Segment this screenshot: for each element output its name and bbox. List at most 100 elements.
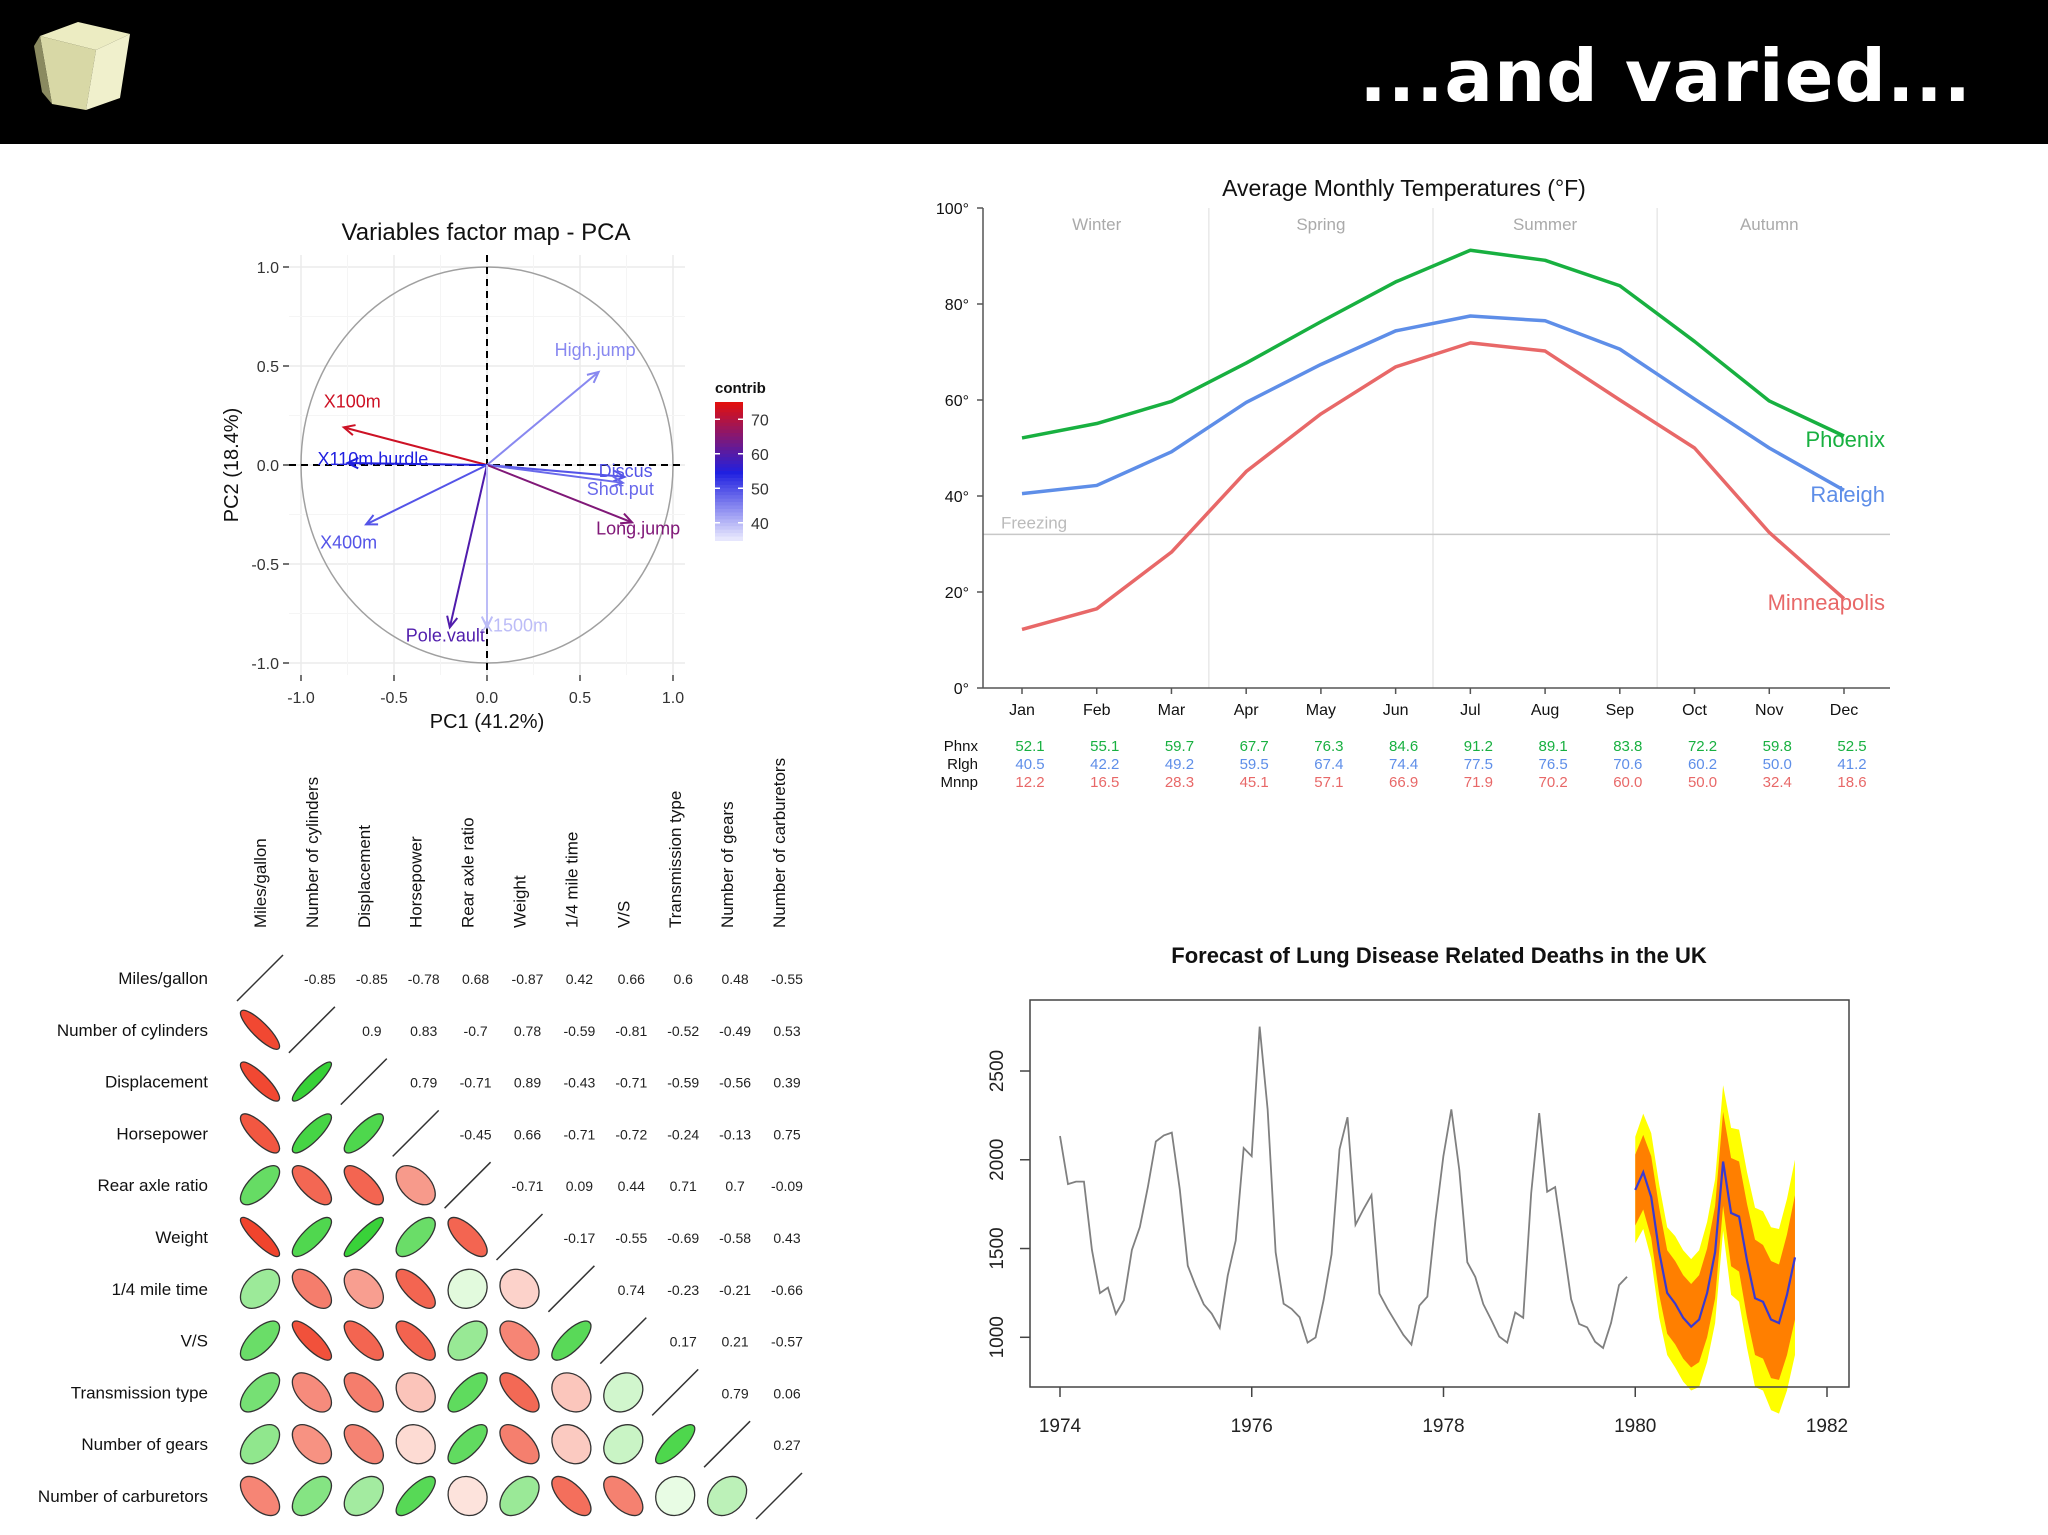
corr-value-label: -0.81: [615, 1023, 647, 1039]
corr-ellipse: [395, 1268, 436, 1309]
corr-ellipse: [343, 1165, 384, 1206]
corr-value-label: 0.42: [566, 971, 593, 987]
temp-table-value: 91.2: [1464, 738, 1493, 755]
pca-y-axis-label: PC2 (18.4%): [221, 408, 243, 523]
corr-value-label: -0.71: [563, 1126, 595, 1142]
temp-series-end-label: Raleigh: [1810, 482, 1885, 507]
corr-ellipse: [603, 1424, 644, 1465]
corr-ellipse: [239, 1165, 281, 1206]
header-bar: ...and varied...: [0, 0, 2048, 144]
pca-variable-label: X110m.hurdle: [318, 449, 429, 469]
corr-row-label: Transmission type: [71, 1383, 208, 1402]
slide-title: ...and varied...: [1359, 34, 1972, 118]
temp-table-value: 18.6: [1837, 774, 1866, 791]
corr-row-label: Number of carburetors: [38, 1487, 208, 1506]
forecast-x-tick-label: 1976: [1231, 1416, 1273, 1437]
forecast-x-tick-label: 1982: [1806, 1416, 1848, 1437]
corr-value-label: -0.66: [771, 1282, 803, 1298]
pca-legend-gradient-step: [715, 529, 743, 535]
pca-legend-gradient-step: [715, 467, 743, 472]
pca-arrow-X110m.hurdle: [347, 462, 488, 466]
correlation-matrix-chart: Miles/gallon Miles/gallon Number of cylind…: [38, 758, 803, 1520]
corr-ellipse: [551, 1424, 592, 1465]
corr-value-label: -0.45: [460, 1126, 492, 1142]
pca-arrowhead: [446, 615, 459, 630]
pca-legend-gradient-step: [715, 443, 743, 448]
temp-table-value: 67.4: [1314, 756, 1343, 773]
cube-logo-icon: [34, 22, 130, 110]
pca-legend-gradient-step: [715, 415, 743, 421]
corr-diagonal-line: [444, 1161, 492, 1209]
corr-column-label: Number of carburetors: [770, 758, 789, 928]
corr-value-label: 0.66: [618, 971, 645, 987]
corr-value-label: 0.71: [670, 1178, 697, 1194]
corr-value-label: 0.06: [773, 1385, 800, 1401]
pca-variable-label: Long.jump: [596, 518, 680, 538]
pca-legend-gradient-step: [715, 464, 743, 469]
forecast-x-tick-label: 1974: [1039, 1416, 1082, 1437]
pca-y-tick-label: 1.0: [257, 260, 279, 277]
temp-y-tick-label: 40°: [945, 489, 969, 506]
corr-ellipse: [603, 1372, 644, 1413]
corr-value-label: -0.85: [304, 971, 336, 987]
monthly-temperature-chart: Winter Spring Summer Autumn Freezing 0° 20° 40°…: [936, 175, 1890, 791]
corr-ellipse: [291, 1372, 333, 1413]
pca-legend-gradient-step: [715, 408, 743, 414]
corr-diagonal-line: [755, 1472, 803, 1520]
pca-legend-gradient-step: [715, 495, 743, 500]
temp-month-label: Apr: [1234, 702, 1260, 719]
temp-table-value: 28.3: [1165, 774, 1194, 791]
corr-ellipse: [499, 1320, 540, 1361]
forecast-x-tick-label: 1980: [1614, 1416, 1656, 1437]
temp-month-label: Sep: [1606, 702, 1635, 719]
temp-table-value: 50.0: [1763, 756, 1792, 773]
pca-arrowhead: [345, 457, 359, 470]
corr-ellipse: [447, 1372, 488, 1413]
corr-ellipse: [395, 1475, 436, 1517]
season-label: Autumn: [1740, 215, 1799, 234]
forecast-mean-line: [1634, 1161, 1797, 1329]
corr-ellipse: [551, 1372, 592, 1413]
corr-ellipse: [343, 1475, 384, 1517]
pca-legend-gradient-step: [715, 402, 743, 407]
pca-legend-tick-label: 50: [751, 481, 769, 498]
pca-arrowhead: [364, 514, 379, 526]
temp-table-value: 42.2: [1090, 756, 1119, 773]
temp-table-row-label: Rlgh: [947, 756, 978, 773]
corr-value-label: 0.17: [670, 1334, 697, 1350]
pca-legend-tick-label: 60: [751, 447, 769, 464]
pca-legend-gradient-step: [715, 512, 743, 517]
corr-ellipse: [291, 1165, 333, 1206]
pca-arrow-Pole.vault: [448, 464, 488, 628]
pca-y-tick-label: 0.0: [257, 458, 279, 475]
lung-disease-forecast-chart: Forecast of Lung Disease Related Deaths …: [987, 943, 1850, 1437]
corr-value-label: -0.72: [615, 1126, 647, 1142]
pca-legend-gradient-step: [715, 491, 743, 497]
temp-table-value: 59.5: [1240, 756, 1269, 773]
corr-value-label: -0.7: [464, 1023, 488, 1039]
corr-ellipse: [395, 1320, 436, 1361]
temp-table-value: 83.8: [1613, 738, 1642, 755]
temp-table-value: 49.2: [1165, 756, 1194, 773]
pca-legend-gradient-step: [715, 436, 743, 441]
corr-row-label: Weight: [155, 1228, 208, 1247]
corr-column-label: Horsepower: [407, 836, 426, 928]
corr-value-label: 0.48: [721, 971, 748, 987]
pca-legend-gradient-step: [715, 471, 743, 476]
corr-ellipse: [395, 1165, 436, 1206]
corr-value-label: -0.57: [771, 1334, 803, 1350]
temp-table-value: 59.7: [1165, 738, 1194, 755]
corr-value-label: -0.49: [719, 1023, 751, 1039]
pca-legend-gradient-step: [715, 474, 743, 479]
pca-arrow-Discus: [486, 464, 625, 478]
corr-value-label: -0.55: [615, 1230, 647, 1246]
corr-ellipse: [343, 1320, 384, 1361]
corr-value-label: 0.6: [673, 971, 693, 987]
corr-column-label: V/S: [614, 901, 633, 928]
temp-y-tick-label: 60°: [945, 393, 969, 410]
pca-variable-label: Pole.vault: [406, 625, 485, 645]
pca-legend-gradient-step: [715, 446, 743, 452]
forecast-title: Forecast of Lung Disease Related Deaths …: [1171, 943, 1707, 968]
season-label: Spring: [1296, 215, 1345, 234]
pca-legend-title: contrib: [715, 380, 766, 397]
